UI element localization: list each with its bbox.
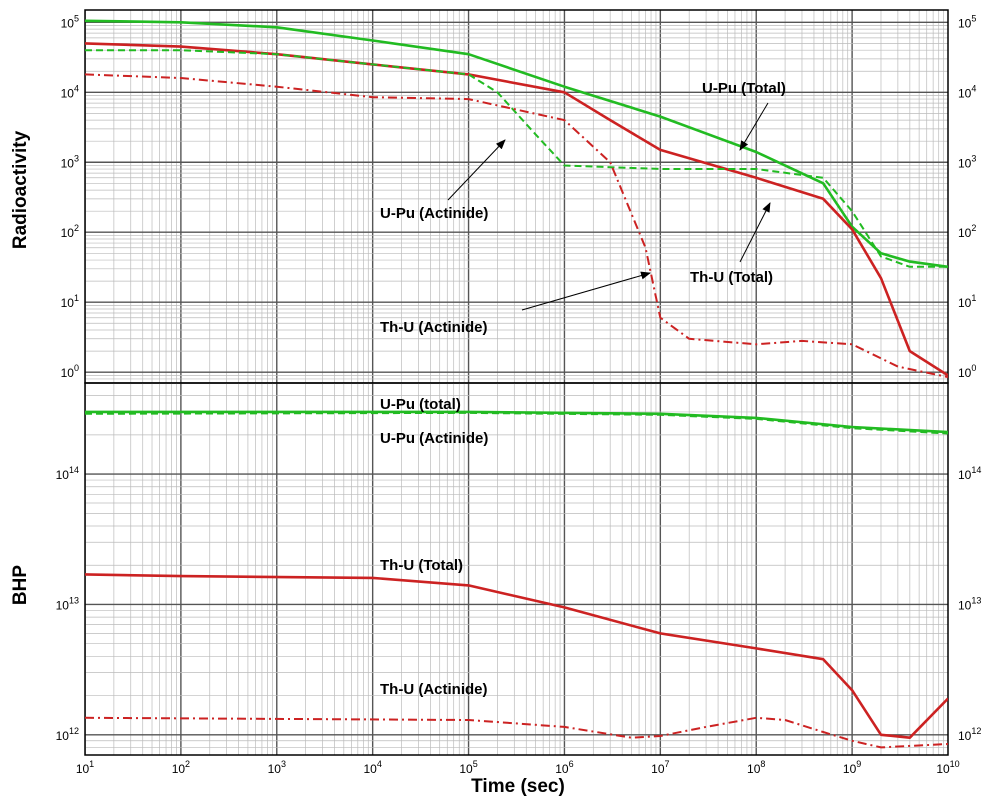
series-group-top — [85, 19, 948, 379]
x-tick-label: 105 — [459, 759, 477, 776]
annotation-thu-actinide-bhp: Th-U (Actinide) — [380, 681, 487, 698]
annotation-upu-actinide-bhp: U-Pu (Actinide) — [380, 430, 488, 447]
y-tick-label-right: 1013 — [958, 595, 981, 612]
y-tick-label-left: 1014 — [56, 465, 79, 482]
x-tick-label: 106 — [555, 759, 573, 776]
x-axis-label: Time (sec) — [471, 776, 565, 797]
y-tick-label-left: 104 — [61, 83, 79, 100]
annotation-upu-total-bhp: U-Pu (total) — [380, 396, 461, 413]
x-tick-label: 102 — [172, 759, 190, 776]
y-tick-label-left: 1012 — [56, 726, 79, 743]
y-tick-label-right: 104 — [958, 83, 976, 100]
series-line-th-u-total — [85, 42, 948, 377]
y-tick-label-right: 102 — [958, 223, 976, 240]
series-line-th-u-actinide — [85, 716, 948, 749]
frame-bottom — [84, 382, 949, 756]
y-tick-label-right: 103 — [958, 153, 976, 170]
arrow-upu-actinide — [447, 139, 506, 201]
y-tick-label-right: 105 — [958, 13, 976, 30]
x-tick-label: 1010 — [936, 759, 959, 776]
arrow-upu-total — [739, 102, 769, 151]
y-tick-label-right: 1014 — [958, 465, 981, 482]
grid-bottom — [85, 383, 948, 755]
y-tick-label-right: 101 — [958, 293, 976, 310]
axis-labels: Radioactivity BHP Time (sec) — [10, 130, 565, 797]
x-tick-label: 108 — [747, 759, 765, 776]
y-tick-label-left: 101 — [61, 293, 79, 310]
series-line-u-pu-actinide — [85, 411, 948, 435]
annotation-upu-actinide: U-Pu (Actinide) — [380, 205, 488, 222]
series-line-u-pu-total — [85, 410, 948, 434]
y-tick-label-left: 105 — [61, 13, 79, 30]
annotation-upu-total: U-Pu (Total) — [702, 80, 786, 97]
panel-top: 100 100 101 101 102 102 103 103 104 104 105 105 — [61, 9, 976, 384]
y-tick-label-right: 1012 — [958, 726, 981, 743]
y-tick-label-left: 100 — [61, 363, 79, 380]
annotation-thu-total: Th-U (Total) — [690, 269, 773, 286]
annotation-thu-actinide: Th-U (Actinide) — [380, 319, 487, 336]
y-tick-label-left: 103 — [61, 153, 79, 170]
x-tick-label: 107 — [651, 759, 669, 776]
x-tick-label: 109 — [843, 759, 861, 776]
y-tick-label-left: 102 — [61, 223, 79, 240]
series-group-bottom — [85, 410, 948, 749]
bottom-ylabel: BHP — [10, 565, 31, 605]
series-line-u-pu-actinide — [85, 49, 948, 268]
series-line-th-u-total — [85, 573, 948, 740]
x-tick-label: 101 — [76, 759, 94, 776]
top-ylabel: Radioactivity — [10, 130, 31, 249]
series-line-u-pu-total — [85, 19, 948, 269]
annotation-thu-total-bhp: Th-U (Total) — [380, 557, 463, 574]
y-tick-label-right: 100 — [958, 363, 976, 380]
y-tick-label-left: 1013 — [56, 595, 79, 612]
annotations: U-Pu (Total) U-Pu (Actinide) Th-U (Total… — [380, 80, 786, 698]
x-tick-label: 103 — [268, 759, 286, 776]
panel-bottom: 1012 1012 1013 1013 1014 1014 101 102 103 104 105 1… — [56, 382, 981, 776]
arrow-thu-total — [739, 202, 771, 263]
arrow-thu-actinide — [521, 271, 651, 311]
x-tick-label: 104 — [363, 759, 381, 776]
